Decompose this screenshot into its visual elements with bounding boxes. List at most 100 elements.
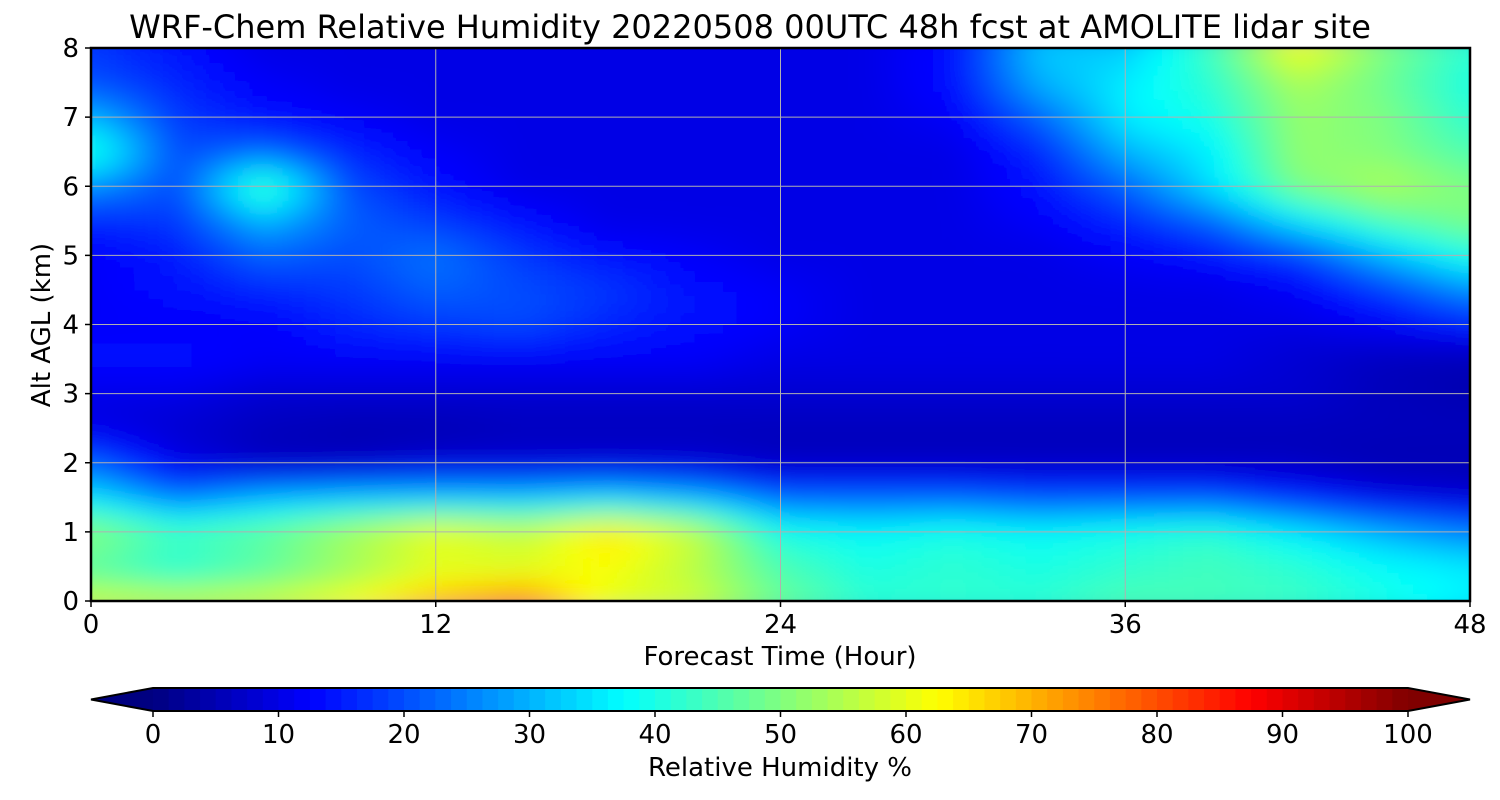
heatmap-cell	[852, 324, 868, 334]
heatmap-cell	[780, 281, 796, 291]
heatmap-cell	[1340, 384, 1356, 395]
heatmap-cell	[636, 410, 652, 421]
heatmap-cell	[306, 549, 322, 559]
heatmap-cell	[1168, 436, 1184, 447]
heatmap-cell	[292, 497, 308, 507]
heatmap-cell	[220, 523, 236, 533]
heatmap-cell	[205, 194, 221, 205]
heatmap-cell	[148, 419, 164, 429]
heatmap-cell	[809, 601, 824, 610]
heatmap-cell	[1398, 471, 1414, 481]
heatmap-cell	[1182, 393, 1198, 403]
heatmap-cell	[1455, 402, 1470, 412]
heatmap-cell	[837, 436, 853, 447]
heatmap-cell	[1225, 505, 1241, 516]
heatmap-cell	[823, 220, 839, 231]
heatmap-cell	[1268, 272, 1284, 282]
heatmap-cell	[134, 186, 150, 196]
heatmap-cell	[320, 523, 336, 533]
heatmap-cell	[363, 203, 379, 213]
heatmap-cell	[105, 410, 121, 421]
heatmap-cell	[191, 307, 207, 317]
heatmap-cell	[1268, 462, 1284, 472]
heatmap-cell	[177, 523, 193, 533]
heatmap-cell	[866, 402, 882, 412]
heatmap-cell	[1355, 281, 1371, 291]
heatmap-cell	[450, 471, 466, 481]
heatmap-cell	[162, 436, 178, 447]
heatmap-cell	[507, 480, 523, 490]
heatmap-cell	[119, 315, 135, 326]
heatmap-cell	[1441, 264, 1457, 274]
heatmap-cell	[536, 410, 552, 421]
heatmap-cell	[895, 272, 911, 282]
heatmap-cell	[1426, 298, 1442, 308]
heatmap-cell	[407, 454, 422, 464]
heatmap-cell	[335, 255, 351, 265]
heatmap-cell	[277, 272, 293, 282]
heatmap-cell	[536, 307, 552, 317]
heatmap-cell	[536, 264, 552, 274]
heatmap-cell	[335, 203, 351, 213]
heatmap-cell	[723, 298, 739, 308]
heatmap-cell	[679, 583, 695, 593]
heatmap-cell	[1268, 341, 1284, 352]
heatmap-cell	[392, 428, 408, 438]
heatmap-cell	[1355, 557, 1371, 568]
heatmap-cell	[1168, 557, 1184, 568]
heatmap-cell	[507, 229, 523, 239]
heatmap-cell	[191, 393, 207, 403]
heatmap-cell	[794, 203, 810, 213]
heatmap-cell	[665, 350, 681, 360]
heatmap-cell	[1039, 350, 1055, 360]
heatmap-cell	[1369, 194, 1385, 205]
heatmap-cell	[636, 289, 652, 300]
heatmap-cell	[1096, 454, 1112, 464]
heatmap-cell	[809, 281, 825, 291]
heatmap-cell	[1024, 497, 1040, 507]
heatmap-cell	[565, 350, 580, 360]
heatmap-cell	[1268, 488, 1284, 498]
heatmap-cell	[1096, 531, 1112, 542]
heatmap-cell	[895, 445, 911, 455]
heatmap-cell	[407, 419, 422, 429]
heatmap-cell	[1240, 246, 1256, 256]
heatmap-cell	[306, 229, 322, 239]
heatmap-cell	[62, 273, 77, 282]
heatmap-cell	[1326, 393, 1342, 403]
heatmap-cell	[1010, 505, 1026, 516]
heatmap-cell	[1024, 393, 1040, 403]
heatmap-cell	[708, 488, 724, 498]
heatmap-cell	[809, 480, 825, 490]
heatmap-cell	[220, 471, 236, 481]
heatmap-cell	[694, 341, 710, 352]
heatmap-cell	[1110, 480, 1126, 490]
heatmap-cell	[1082, 264, 1098, 274]
heatmap-cell	[148, 186, 164, 196]
heatmap-cell	[191, 505, 207, 516]
heatmap-cell	[550, 454, 566, 464]
heatmap-cell	[1441, 505, 1457, 516]
heatmap-cell	[967, 212, 983, 222]
heatmap-cell	[995, 384, 1011, 395]
heatmap-cell	[1153, 454, 1169, 464]
heatmap-cell	[521, 341, 537, 352]
heatmap-cell	[1268, 505, 1284, 516]
heatmap-cell	[536, 428, 552, 438]
heatmap-cell	[723, 272, 739, 282]
heatmap-cell	[1484, 212, 1499, 221]
heatmap-cell	[349, 480, 365, 490]
heatmap-cell	[1441, 289, 1457, 300]
heatmap-cell	[536, 186, 552, 196]
heatmap-cell	[163, 601, 178, 610]
heatmap-cell	[1369, 246, 1385, 256]
heatmap-cell	[91, 341, 106, 352]
heatmap-cell	[435, 566, 451, 576]
heatmap-cell	[134, 393, 150, 403]
heatmap-cell	[1326, 341, 1342, 352]
heatmap-cell	[1455, 350, 1470, 360]
heatmap-cell	[938, 264, 954, 274]
heatmap-cell	[651, 514, 667, 524]
heatmap-cell	[981, 307, 997, 317]
heatmap-cell	[679, 454, 695, 464]
